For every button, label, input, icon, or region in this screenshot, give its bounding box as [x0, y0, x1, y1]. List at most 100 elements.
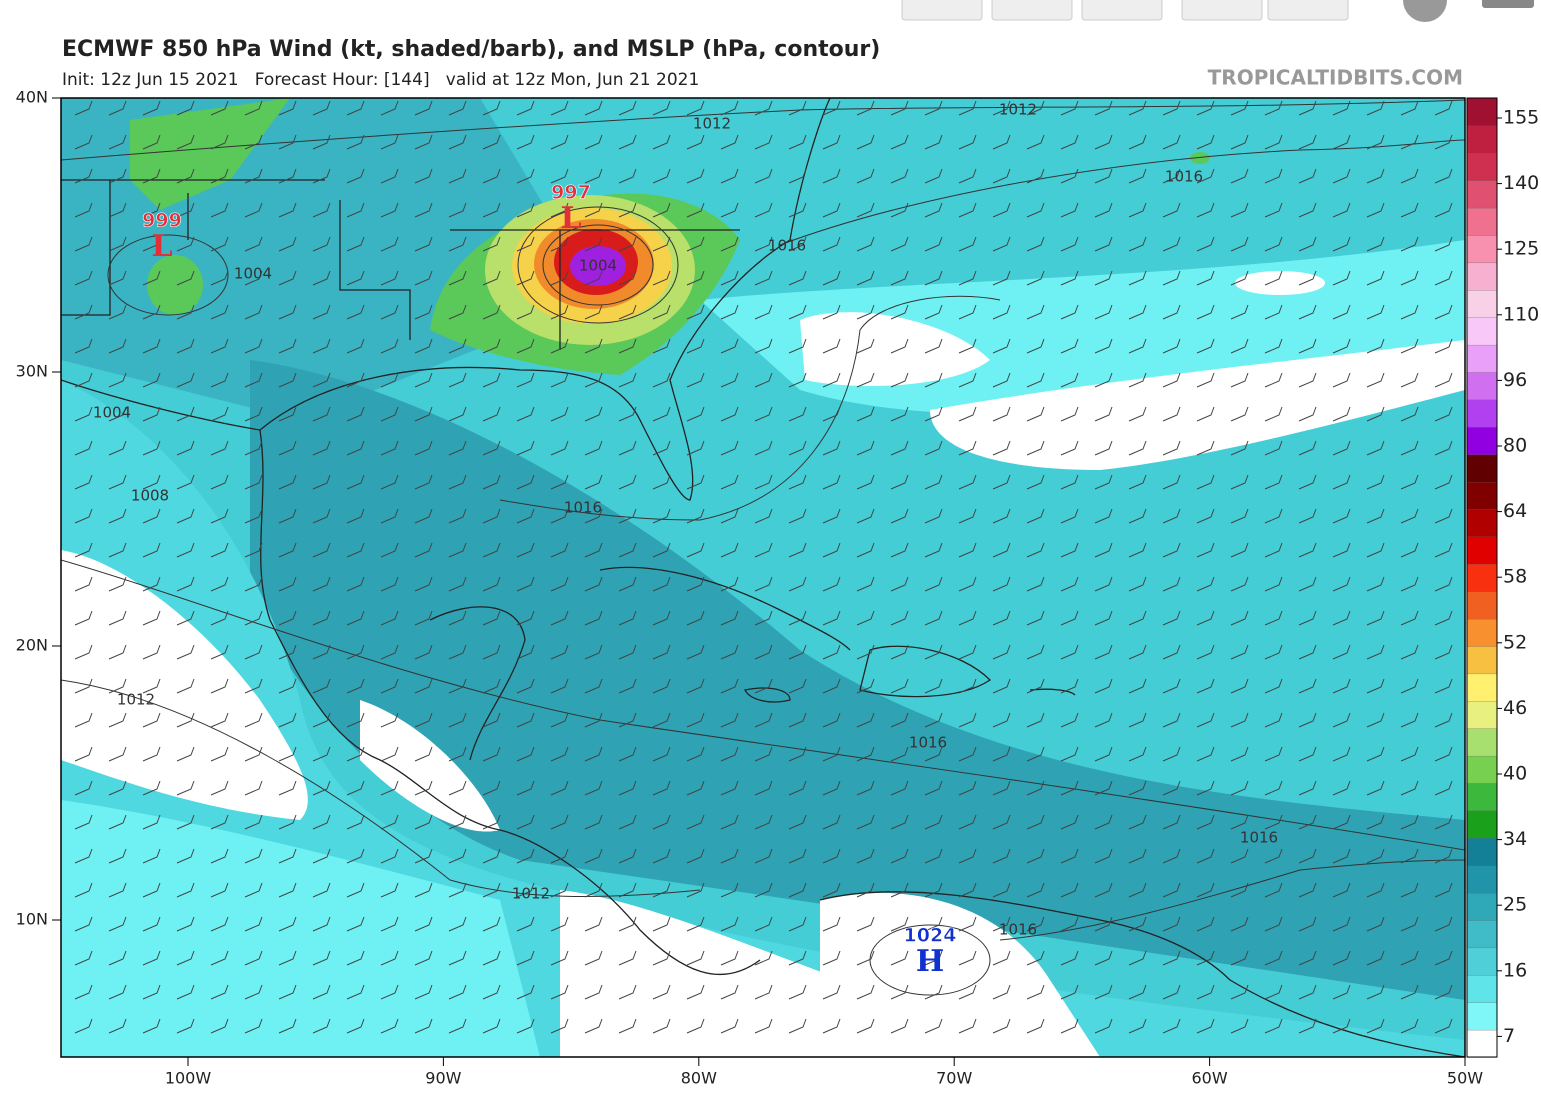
wind-barb — [74, 950, 93, 966]
wind-barb — [822, 678, 841, 694]
wind-barb — [550, 814, 569, 830]
wind-barb — [686, 270, 705, 286]
wind-barb — [652, 168, 671, 184]
wind-barb — [584, 678, 603, 694]
wind-barb — [1162, 780, 1181, 796]
wind-barb — [210, 474, 229, 490]
wind-barb — [244, 508, 263, 524]
wind-barb — [1332, 372, 1351, 388]
wind-barb — [1162, 712, 1181, 728]
wind-barb — [720, 576, 739, 592]
wind-barb — [1060, 338, 1079, 354]
wind-barb — [856, 916, 875, 932]
wind-barb — [1400, 372, 1419, 388]
wind-barb — [1298, 814, 1317, 830]
wind-barb — [1060, 1018, 1079, 1034]
wind-barb — [1230, 746, 1249, 762]
wind-barb — [142, 644, 161, 660]
wind-barb — [448, 644, 467, 660]
wind-barb — [1434, 678, 1453, 694]
wind-barb — [1060, 576, 1079, 592]
contour-label: 1012 — [117, 691, 155, 709]
wind-barb — [822, 202, 841, 218]
wind-barb — [856, 406, 875, 422]
wind-barb — [210, 746, 229, 762]
wind-barb — [1196, 304, 1215, 320]
wind-barb — [1366, 406, 1385, 422]
wind-barb — [380, 236, 399, 252]
wind-barb — [1128, 712, 1147, 728]
wind-barb — [312, 508, 331, 524]
wind-barb — [1230, 950, 1249, 966]
wind-barb — [788, 236, 807, 252]
wind-barb — [278, 678, 297, 694]
wind-barb — [1128, 202, 1147, 218]
wind-barb — [448, 814, 467, 830]
wind-barb — [584, 236, 603, 252]
wind-barb — [652, 712, 671, 728]
wind-barb — [652, 202, 671, 218]
wind-barb — [1264, 746, 1283, 762]
wind-barb — [584, 270, 603, 286]
wind-barb — [516, 474, 535, 490]
wind-barb — [1366, 576, 1385, 592]
wind-barb — [1162, 236, 1181, 252]
wind-barb — [1264, 542, 1283, 558]
wind-barb — [1434, 814, 1453, 830]
pressure-value: 1024 — [904, 925, 957, 947]
wind-barb — [346, 950, 365, 966]
wind-barb — [482, 814, 501, 830]
wind-barb — [550, 746, 569, 762]
wind-barb — [74, 100, 93, 116]
colorbar-bin — [1466, 645, 1498, 675]
wind-barb — [1230, 882, 1249, 898]
wind-barb — [1298, 542, 1317, 558]
wind-barb — [788, 984, 807, 1000]
colorbar-bin — [1466, 454, 1498, 483]
wind-barb — [992, 1018, 1011, 1034]
wind-barb — [1162, 202, 1181, 218]
wind-barb — [856, 542, 875, 558]
wind-barb — [686, 236, 705, 252]
wind-barb — [346, 576, 365, 592]
wind-barb — [108, 100, 127, 116]
wind-barb — [1332, 406, 1351, 422]
wind-barb — [380, 304, 399, 320]
wind-barb — [380, 746, 399, 762]
wind-barb — [1366, 712, 1385, 728]
wind-barb — [1264, 848, 1283, 864]
wind-barb — [380, 508, 399, 524]
wind-barb — [346, 610, 365, 626]
wind-barb — [754, 712, 773, 728]
wind-barb — [1162, 372, 1181, 388]
colorbar-label: 125 — [1503, 238, 1539, 260]
wind-barb — [312, 406, 331, 422]
wind-barb — [652, 610, 671, 626]
pressure-letter: L — [560, 201, 581, 236]
wind-barb — [754, 542, 773, 558]
wind-barb — [1400, 780, 1419, 796]
wind-barb — [720, 848, 739, 864]
wind-barb — [74, 304, 93, 320]
wind-barb — [176, 508, 195, 524]
wind-barb — [108, 202, 127, 218]
toolbar[interactable] — [901, 0, 1534, 22]
wind-barb — [958, 746, 977, 762]
wind-barb — [584, 304, 603, 320]
wind-barb — [1094, 338, 1113, 354]
wind-barb — [482, 678, 501, 694]
wind-barb — [890, 202, 909, 218]
colorbar-bin — [1466, 481, 1498, 510]
wind-barb — [1230, 508, 1249, 524]
wind-barb — [448, 202, 467, 218]
wind-barb — [1264, 406, 1283, 422]
wind-barb — [346, 304, 365, 320]
wind-barb — [244, 270, 263, 286]
wind-barb — [1230, 474, 1249, 490]
wind-barb — [244, 780, 263, 796]
wind-barb — [210, 338, 229, 354]
wind-barb — [1298, 678, 1317, 694]
wind-barb — [380, 134, 399, 150]
wind-barb — [278, 950, 297, 966]
wind-barb — [278, 202, 297, 218]
